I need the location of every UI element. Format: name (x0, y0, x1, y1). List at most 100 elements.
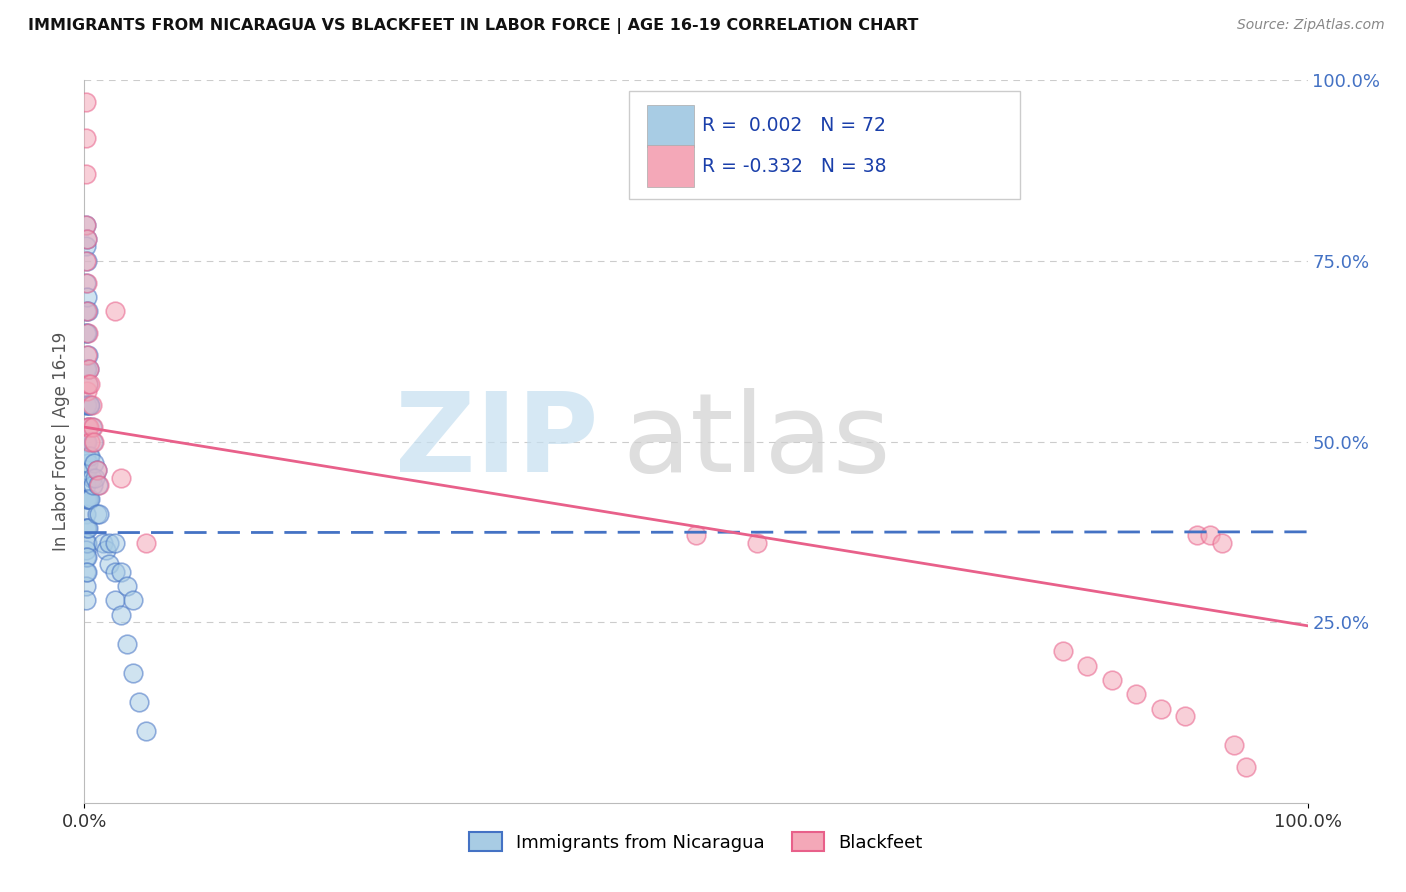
Point (1223, 738, 1246, 752)
Point (1150, 702, 1173, 716)
Point (75, 507, 97, 521)
Point (76, 348, 98, 362)
Point (86, 463, 108, 477)
Point (77, 420, 100, 434)
Point (82, 420, 104, 434)
Point (1236, 760, 1258, 774)
Point (75, 218, 97, 232)
Point (685, 528, 707, 542)
Point (115, 637, 138, 651)
Point (91, 535, 114, 549)
Point (77, 376, 100, 391)
Point (79, 398, 101, 412)
Point (77, 420, 100, 434)
Point (1101, 673, 1123, 687)
Point (76, 232, 98, 246)
Text: ZIP: ZIP (395, 388, 598, 495)
Point (82, 434, 104, 449)
Point (83, 456, 105, 470)
Point (76, 253, 98, 268)
Point (97, 535, 120, 549)
Point (110, 565, 132, 579)
Point (76, 434, 98, 449)
Point (76, 276, 98, 290)
Text: R =  0.002   N = 72: R = 0.002 N = 72 (702, 116, 886, 136)
Point (76, 398, 98, 412)
Point (1211, 535, 1233, 549)
Text: atlas: atlas (623, 388, 891, 495)
Point (75, 253, 97, 268)
Point (75, 492, 97, 507)
Text: Source: ZipAtlas.com: Source: ZipAtlas.com (1237, 18, 1385, 32)
Point (76, 384, 98, 398)
Point (77, 420, 100, 434)
Point (76, 463, 98, 477)
Point (86, 507, 108, 521)
Point (87, 478, 110, 492)
Point (80, 398, 103, 412)
Point (110, 470, 132, 484)
Point (104, 593, 127, 607)
Point (75, 434, 97, 449)
Point (75, 565, 97, 579)
Point (75, 167, 97, 181)
Point (75, 579, 97, 593)
Point (76, 550, 98, 565)
Point (75, 304, 97, 318)
Point (76, 290, 98, 304)
Point (75, 398, 97, 412)
Point (75, 550, 97, 565)
FancyBboxPatch shape (647, 105, 693, 147)
Point (80, 470, 103, 484)
Y-axis label: In Labor Force | Age 16-19: In Labor Force | Age 16-19 (52, 332, 70, 551)
Point (75, 478, 97, 492)
Point (135, 723, 157, 738)
Point (79, 492, 101, 507)
Text: IMMIGRANTS FROM NICARAGUA VS BLACKFEET IN LABOR FORCE | AGE 16-19 CORRELATION CH: IMMIGRANTS FROM NICARAGUA VS BLACKFEET I… (28, 18, 918, 34)
Point (77, 456, 100, 470)
Point (79, 449, 101, 463)
Point (86, 463, 108, 477)
Point (77, 521, 100, 535)
Point (75, 131, 97, 145)
Point (76, 492, 98, 507)
Point (75, 218, 97, 232)
Point (104, 535, 127, 549)
Point (77, 326, 100, 340)
Point (76, 304, 98, 318)
Point (77, 362, 100, 376)
Legend: Immigrants from Nicaragua, Blackfeet: Immigrants from Nicaragua, Blackfeet (461, 825, 931, 859)
Point (1187, 528, 1209, 542)
Point (97, 558, 120, 572)
Point (87, 478, 110, 492)
FancyBboxPatch shape (628, 91, 1021, 200)
Point (122, 665, 145, 680)
Point (1125, 687, 1147, 701)
Point (135, 535, 157, 549)
Point (75, 276, 97, 290)
Point (84, 470, 107, 484)
Point (77, 304, 100, 318)
Point (77, 449, 100, 463)
Point (83, 434, 105, 449)
Point (75, 239, 97, 253)
Point (747, 535, 769, 549)
Point (76, 521, 98, 535)
Point (87, 507, 110, 521)
Point (82, 478, 104, 492)
Point (75, 95, 97, 109)
Point (104, 565, 127, 579)
Point (77, 376, 100, 391)
Point (75, 326, 97, 340)
Point (77, 492, 100, 507)
Point (122, 593, 145, 607)
Point (96, 542, 118, 557)
Point (76, 362, 98, 376)
Point (1198, 528, 1220, 542)
Point (76, 535, 98, 549)
Point (128, 695, 150, 709)
Point (75, 542, 97, 557)
Point (77, 348, 100, 362)
Point (79, 376, 101, 391)
Point (115, 579, 138, 593)
